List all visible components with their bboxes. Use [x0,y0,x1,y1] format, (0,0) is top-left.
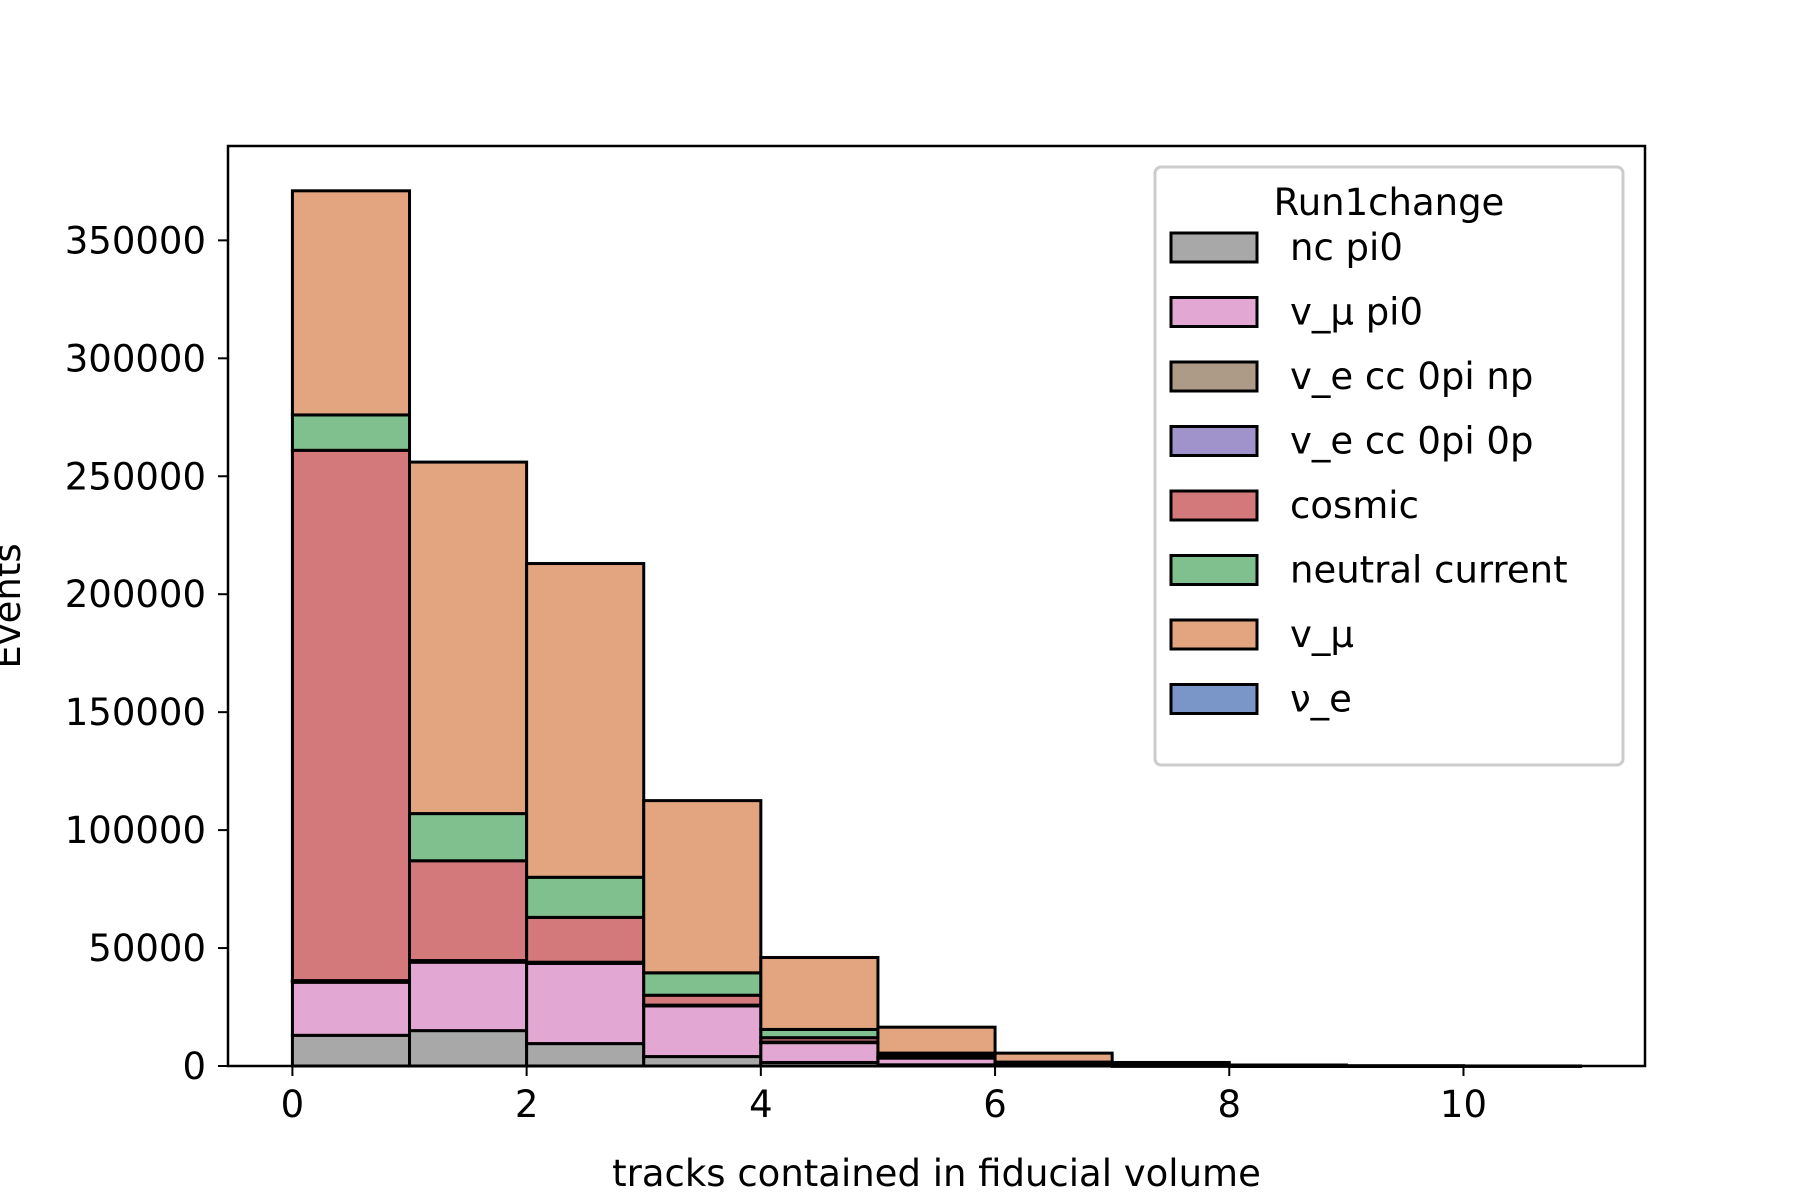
legend-swatch [1169,554,1259,586]
x-tick-label: 2 [515,1083,539,1126]
bar-nc-pi0-bin-1 [408,1029,529,1068]
bar-v--bin-6 [993,1051,1114,1064]
bar-v--bin-3 [642,799,763,975]
legend-entry-label: cosmic [1290,484,1419,527]
bar-v-pi0-bin-3 [642,1004,763,1059]
legend-entry-label: v_μ pi0 [1290,291,1423,334]
legend-swatch [1169,231,1259,264]
x-tick-label: 8 [1217,1083,1241,1126]
legend-swatch [1169,360,1259,393]
y-tick-label: 200000 [65,573,206,616]
bar-v--bin-0 [290,189,412,417]
legend-entry-label: neutral current [1290,549,1568,592]
x-tick-label: 6 [983,1083,1007,1126]
bar-v--bin-4 [759,955,880,1031]
bar-cosmic-bin-0 [290,448,412,983]
y-tick-label: 0 [182,1045,206,1088]
legend-swatch [1169,618,1259,651]
bar-cosmic-bin-1 [408,859,529,963]
plot-frame [226,144,1647,1068]
legend-entry-label: ν_e [1290,678,1352,721]
x-tick-label: 10 [1440,1083,1487,1126]
bar-neutral-current-bin-1 [408,812,529,863]
bar-cosmic-bin-2 [525,915,646,964]
bar-v-pi0-bin-0 [290,980,412,1037]
y-tick-label: 150000 [65,691,206,734]
axes: 0 2 4 6 8 10 0 50000 100000 150000 200000 250000 300… [65,144,1647,1126]
bar-nc-pi0-bin-0 [290,1033,412,1068]
legend-title: Run1change [1274,181,1505,224]
legend: Run1change nc pi0 v_μ pi0 v_e cc 0pi np v_e… [1153,165,1625,767]
bar-neutral-current-bin-0 [290,413,412,452]
x-tick-label: 4 [749,1083,773,1126]
bar-neutral-current-bin-3 [642,971,763,997]
legend-swatch [1169,296,1259,328]
x-axis-label: tracks contained in fiducial volume [612,1152,1261,1195]
bar-nc-pi0-bin-2 [525,1042,646,1068]
y-axis-label: Events [0,543,29,668]
legend-entry-label: v_e cc 0pi 0p [1290,420,1533,463]
bar-v--bin-2 [525,562,646,879]
y-tick-label: 50000 [88,927,206,970]
x-tick-label: 0 [281,1083,305,1126]
bar-v--bin-7 [1110,1060,1231,1067]
y-tick-label: 100000 [65,809,206,852]
legend-swatch [1169,489,1259,522]
bar-v--bin-5 [876,1025,997,1055]
legend-entry-label: v_μ [1290,613,1354,656]
legend-frame [1153,165,1625,767]
y-tick-label: 300000 [65,337,206,380]
bar-neutral-current-bin-2 [525,875,646,919]
legend-entry-label: nc pi0 [1290,226,1403,269]
bar-v-pi0-bin-2 [525,961,646,1046]
bar-v-pi0-bin-4 [759,1040,880,1064]
bar-v--bin-1 [408,460,529,816]
legend-swatch [1169,425,1259,457]
legend-swatch [1169,683,1259,715]
y-tick-label: 250000 [65,455,206,498]
y-tick-label: 350000 [65,219,206,262]
legend-entry-label: v_e cc 0pi np [1290,355,1533,398]
bar-v-pi0-bin-1 [408,960,529,1033]
legend-entries: nc pi0 v_μ pi0 v_e cc 0pi np v_e cc 0pi 0p c… [1169,226,1568,721]
